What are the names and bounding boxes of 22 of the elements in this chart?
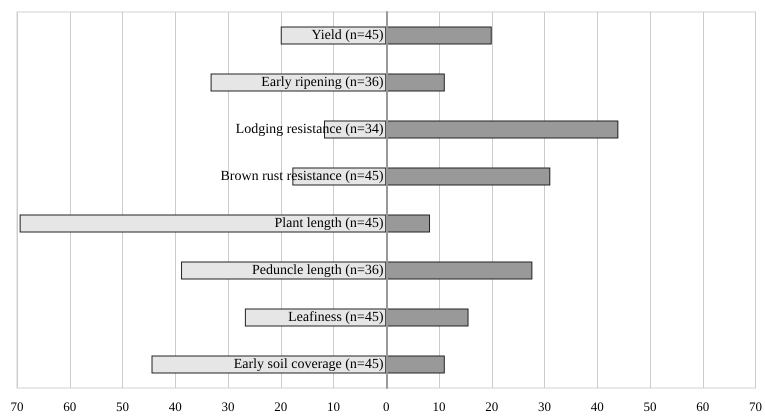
y-tick-label: Early soil coverage (n=45) <box>234 357 384 372</box>
y-tick-label: Early ripening (n=36) <box>261 75 384 90</box>
x-tick-label: 50 <box>644 399 656 414</box>
bar <box>20 214 386 232</box>
x-tick-label: 10 <box>327 399 340 414</box>
x-tick-label: 20 <box>485 399 498 414</box>
y-tick-label: Plant length (n=45) <box>274 216 384 231</box>
x-tick-label: 40 <box>168 399 182 414</box>
x-tick-label: 50 <box>116 399 129 414</box>
x-tick-label: 10 <box>432 399 446 414</box>
x-tick-label: 30 <box>222 399 234 414</box>
x-tick-label: 30 <box>538 399 551 414</box>
x-tick-label: 60 <box>63 399 76 414</box>
y-tick-label: Peduncle length (n=36) <box>252 263 384 278</box>
x-tick-label: 60 <box>696 399 710 414</box>
x-tick-label: 70 <box>10 399 24 414</box>
x-tick-label: 40 <box>590 399 604 414</box>
x-tick-label: 20 <box>274 399 288 414</box>
y-tick-label: Leafiness (n=45) <box>288 310 384 325</box>
x-tick-label: 0 <box>383 399 390 414</box>
y-tick-label: Yield (n=45) <box>311 28 384 43</box>
x-tick-label: 70 <box>749 399 762 414</box>
